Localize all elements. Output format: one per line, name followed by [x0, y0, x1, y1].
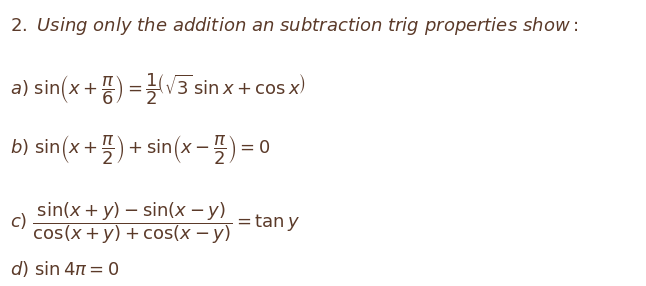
- Text: $a)\ \sin\!\left(x+\dfrac{\pi}{6}\right)=\dfrac{1}{2}\!\left(\sqrt{3}\,\sin x+\c: $a)\ \sin\!\left(x+\dfrac{\pi}{6}\right)…: [10, 71, 306, 107]
- Text: $b)\ \sin\!\left(x+\dfrac{\pi}{2}\right)+\sin\!\left(x-\dfrac{\pi}{2}\right)=0$: $b)\ \sin\!\left(x+\dfrac{\pi}{2}\right)…: [10, 133, 270, 166]
- Text: $d)\ \sin 4\pi=0$: $d)\ \sin 4\pi=0$: [10, 259, 120, 279]
- Text: $\mathit{2.\ Using\ only\ the\ addition\ an\ subtraction\ trig\ properties\ show: $\mathit{2.\ Using\ only\ the\ addition\…: [10, 15, 578, 37]
- Text: $c)\ \dfrac{\sin(x+y)-\sin(x-y)}{\cos(x+y)+\cos(x-y)}=\tan y$: $c)\ \dfrac{\sin(x+y)-\sin(x-y)}{\cos(x+…: [10, 200, 300, 246]
